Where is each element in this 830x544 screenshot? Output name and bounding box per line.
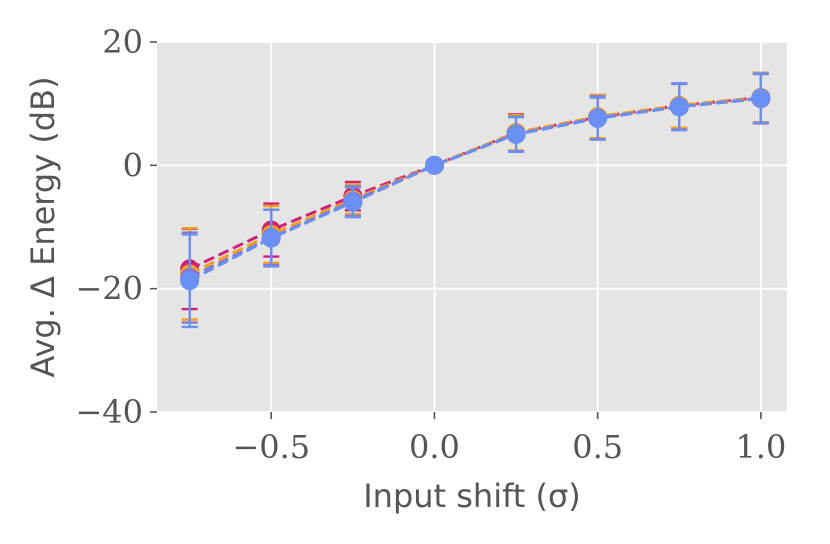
x-axis-label: Input shift (σ) — [363, 477, 581, 515]
data-point — [506, 125, 526, 144]
y-tick-label: −40 — [75, 393, 143, 431]
data-point — [588, 108, 608, 128]
x-tick-label: 1.0 — [735, 428, 786, 466]
data-point — [343, 192, 363, 212]
series-group — [180, 71, 771, 329]
data-point — [261, 228, 281, 248]
plot-area — [157, 42, 787, 412]
data-point — [424, 155, 444, 175]
x-tick-label: 0.5 — [572, 428, 623, 466]
y-tick-label: 0 — [123, 146, 143, 184]
series-line — [188, 96, 762, 282]
data-point — [751, 88, 771, 108]
data-point — [669, 97, 689, 117]
y-axis-label: Avg. Δ Energy (dB) — [24, 76, 62, 377]
y-tick-label: 20 — [102, 23, 143, 61]
x-tick-label: −0.5 — [232, 428, 310, 466]
x-tick-label: 0.0 — [409, 428, 460, 466]
axes: −0.5 0.0 0.5 1.0 −40 −20 0 20 — [75, 23, 786, 466]
series-4 — [180, 72, 771, 329]
data-point — [180, 271, 200, 291]
y-tick-label: −20 — [75, 270, 143, 308]
